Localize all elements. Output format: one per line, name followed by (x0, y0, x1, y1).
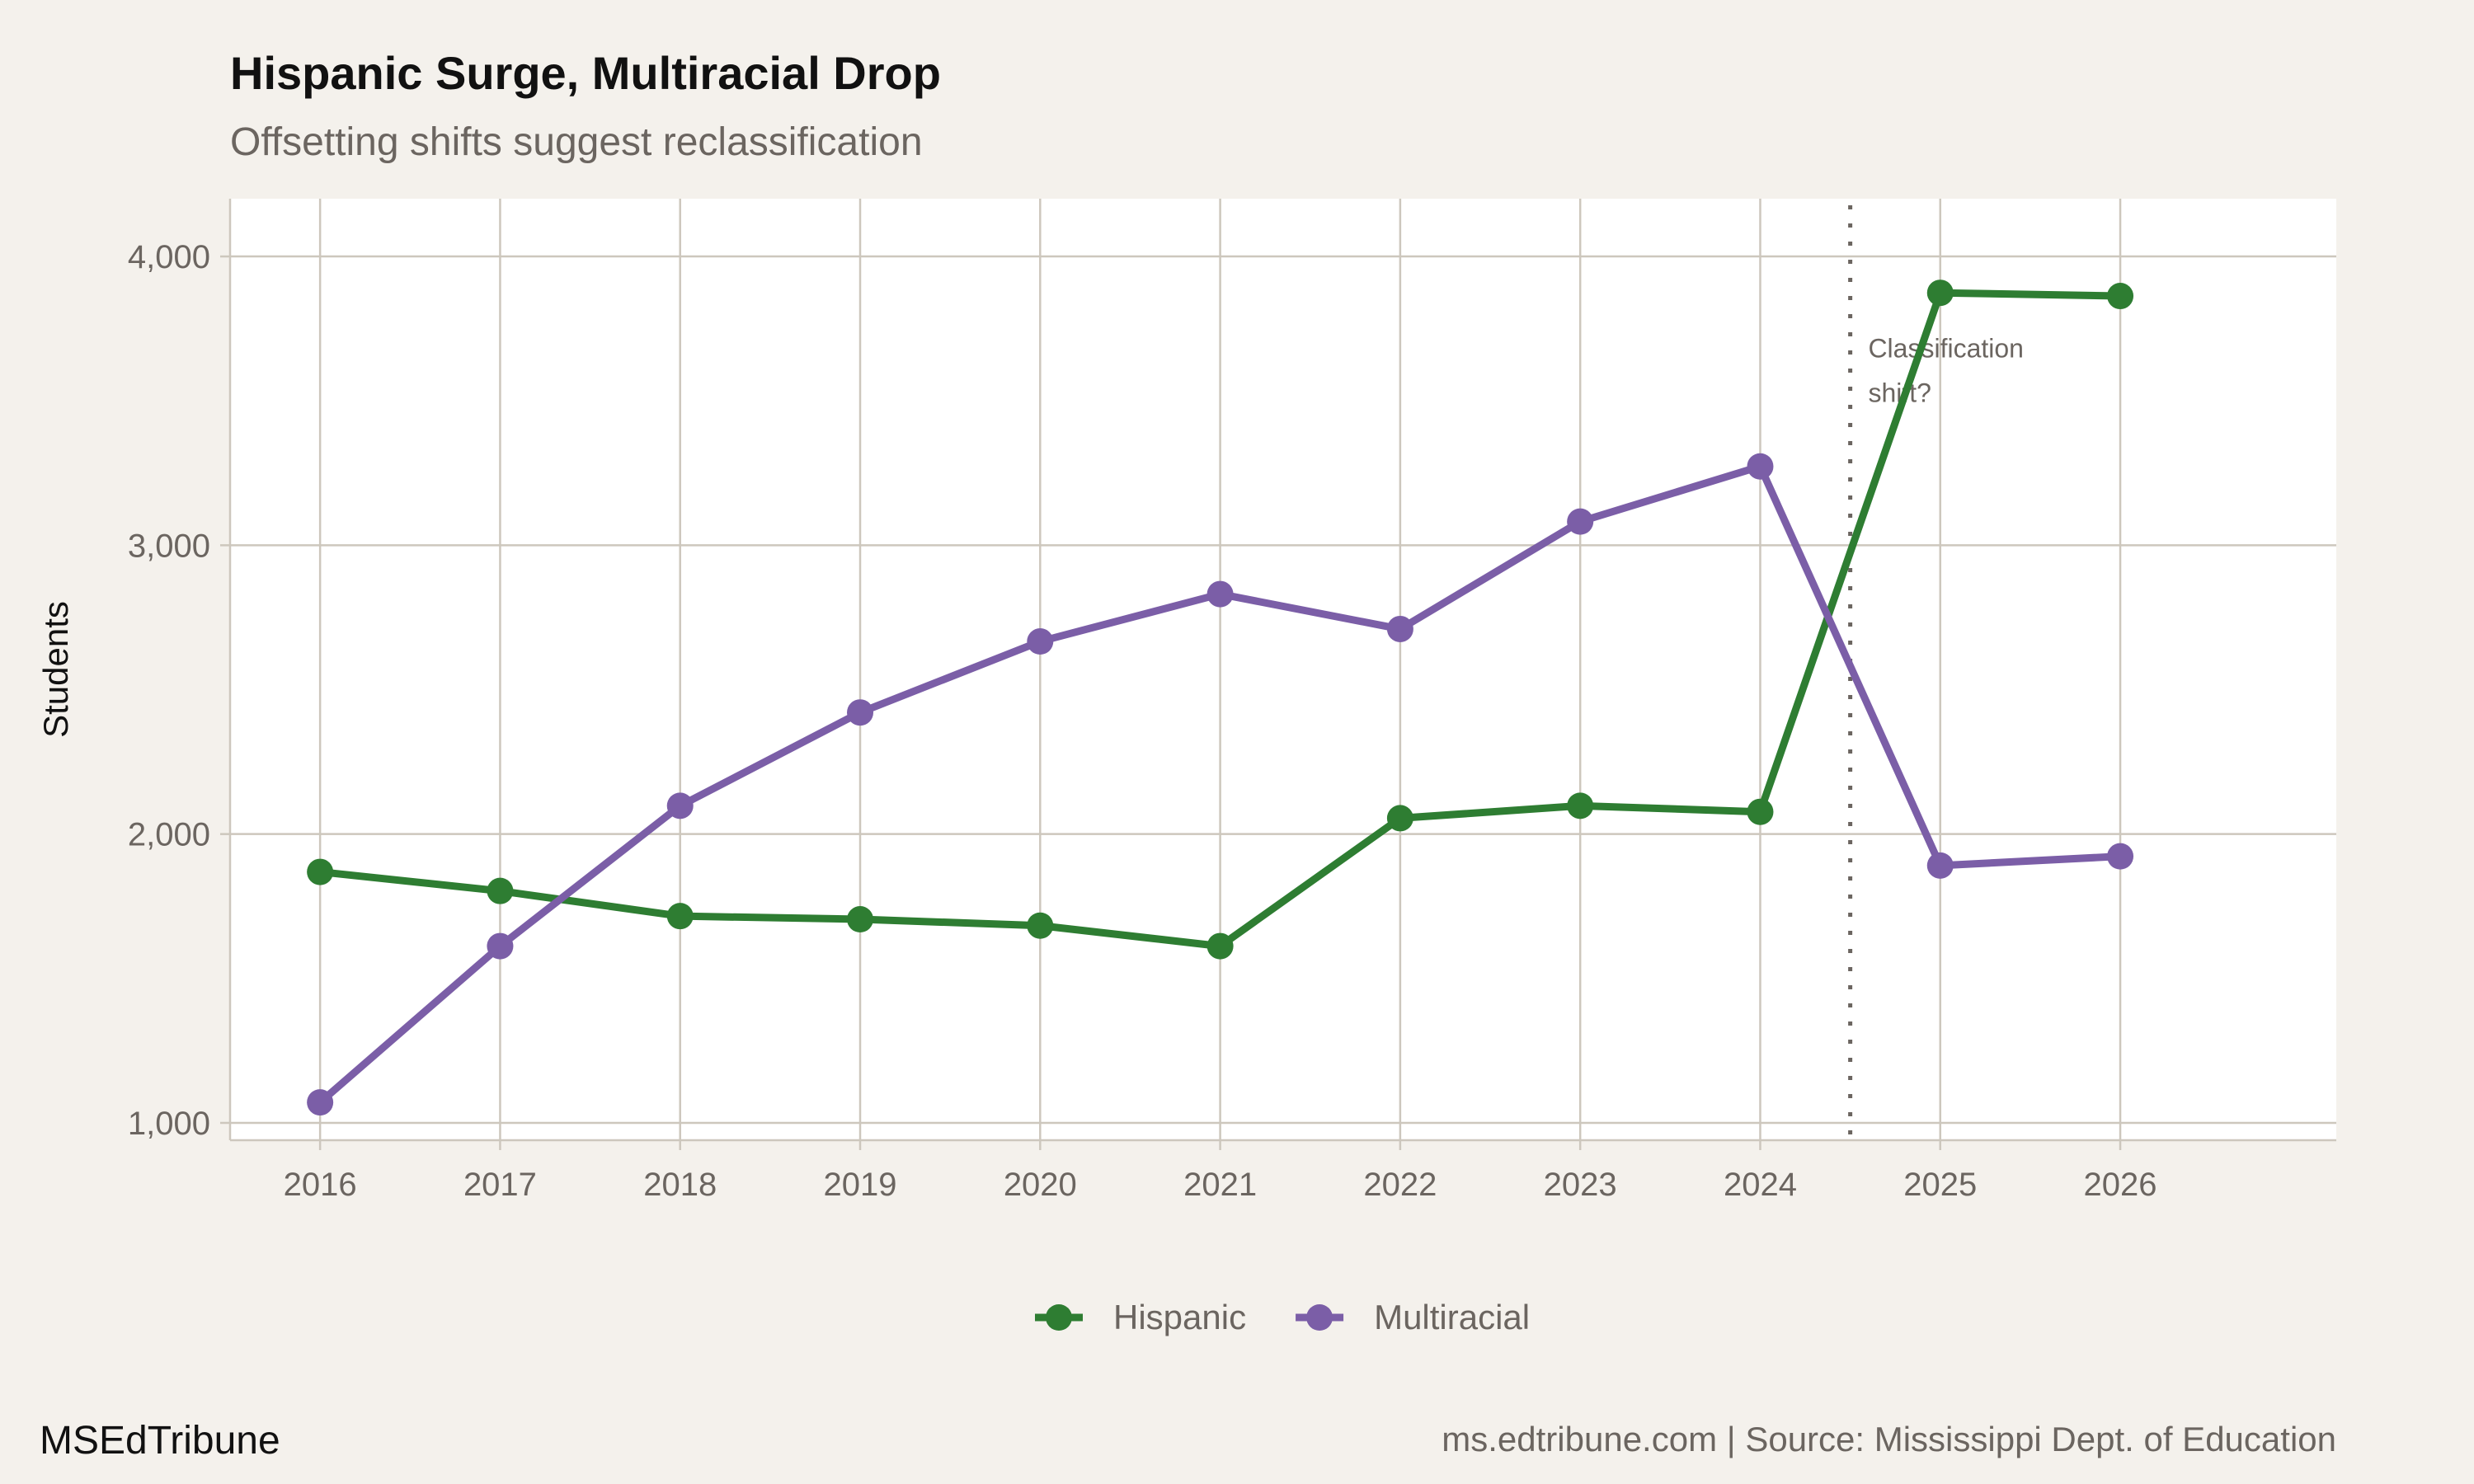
data-point-multiracial (847, 699, 874, 726)
annotation-text: Classification (1868, 334, 2024, 364)
legend-key-point (1306, 1304, 1333, 1331)
data-point-hispanic (1206, 932, 1234, 960)
data-point-multiracial (1027, 628, 1054, 655)
y-tick-label: 2,000 (128, 817, 210, 853)
data-point-hispanic (1926, 279, 1954, 307)
x-tick-label: 2026 (2084, 1167, 2157, 1203)
data-point-multiracial (1206, 580, 1234, 608)
x-tick-label: 2019 (824, 1167, 897, 1203)
data-point-hispanic (487, 877, 514, 904)
x-tick-label: 2021 (1183, 1167, 1257, 1203)
legend-label: Hispanic (1113, 1298, 1246, 1336)
data-point-hispanic (307, 858, 334, 885)
data-point-hispanic (1386, 805, 1413, 832)
data-point-hispanic (2107, 283, 2134, 310)
data-point-multiracial (1386, 615, 1413, 642)
y-tick-label: 4,000 (128, 239, 210, 275)
data-point-multiracial (1926, 852, 1954, 879)
data-point-hispanic (1567, 792, 1594, 819)
data-point-multiracial (1567, 508, 1594, 535)
footer-source: ms.edtribune.com | Source: Mississippi D… (1442, 1420, 2336, 1458)
y-tick-label: 1,000 (128, 1106, 210, 1142)
data-point-hispanic (1747, 798, 1774, 825)
x-tick-label: 2022 (1363, 1167, 1437, 1203)
data-point-multiracial (666, 792, 694, 819)
data-point-hispanic (847, 906, 874, 933)
chart-title: Hispanic Surge, Multiracial Drop (230, 47, 941, 99)
x-tick-label: 2024 (1724, 1167, 1797, 1203)
data-point-multiracial (1747, 453, 1774, 480)
data-point-hispanic (1027, 912, 1054, 939)
y-axis-label: Students (36, 601, 75, 738)
data-point-multiracial (487, 932, 514, 960)
data-point-multiracial (2107, 843, 2134, 870)
legend-key-point (1046, 1304, 1072, 1331)
x-tick-label: 2020 (1004, 1167, 1077, 1203)
data-point-hispanic (666, 903, 694, 930)
footer-brand: MSEdTribune (40, 1419, 280, 1463)
gridlines (230, 199, 2336, 1140)
legend: Hispanic Multiracial (1035, 1298, 1530, 1336)
x-tick-label: 2016 (284, 1167, 357, 1203)
series-group (307, 279, 2134, 1116)
data-point-multiracial (307, 1089, 334, 1116)
legend-label: Multiracial (1374, 1298, 1530, 1336)
x-tick-label: 2023 (1544, 1167, 1617, 1203)
plot-panel (230, 199, 2336, 1140)
x-tick-label: 2017 (463, 1167, 537, 1203)
x-tick-label: 2018 (643, 1167, 717, 1203)
y-tick-label: 3,000 (128, 528, 210, 564)
chart-subtitle: Offsetting shifts suggest reclassificati… (230, 120, 923, 164)
x-tick-label: 2025 (1903, 1167, 1977, 1203)
axes: 2016 2017 2018 2019 2020 2021 2022 2023 2024 2025… (128, 199, 2336, 1203)
